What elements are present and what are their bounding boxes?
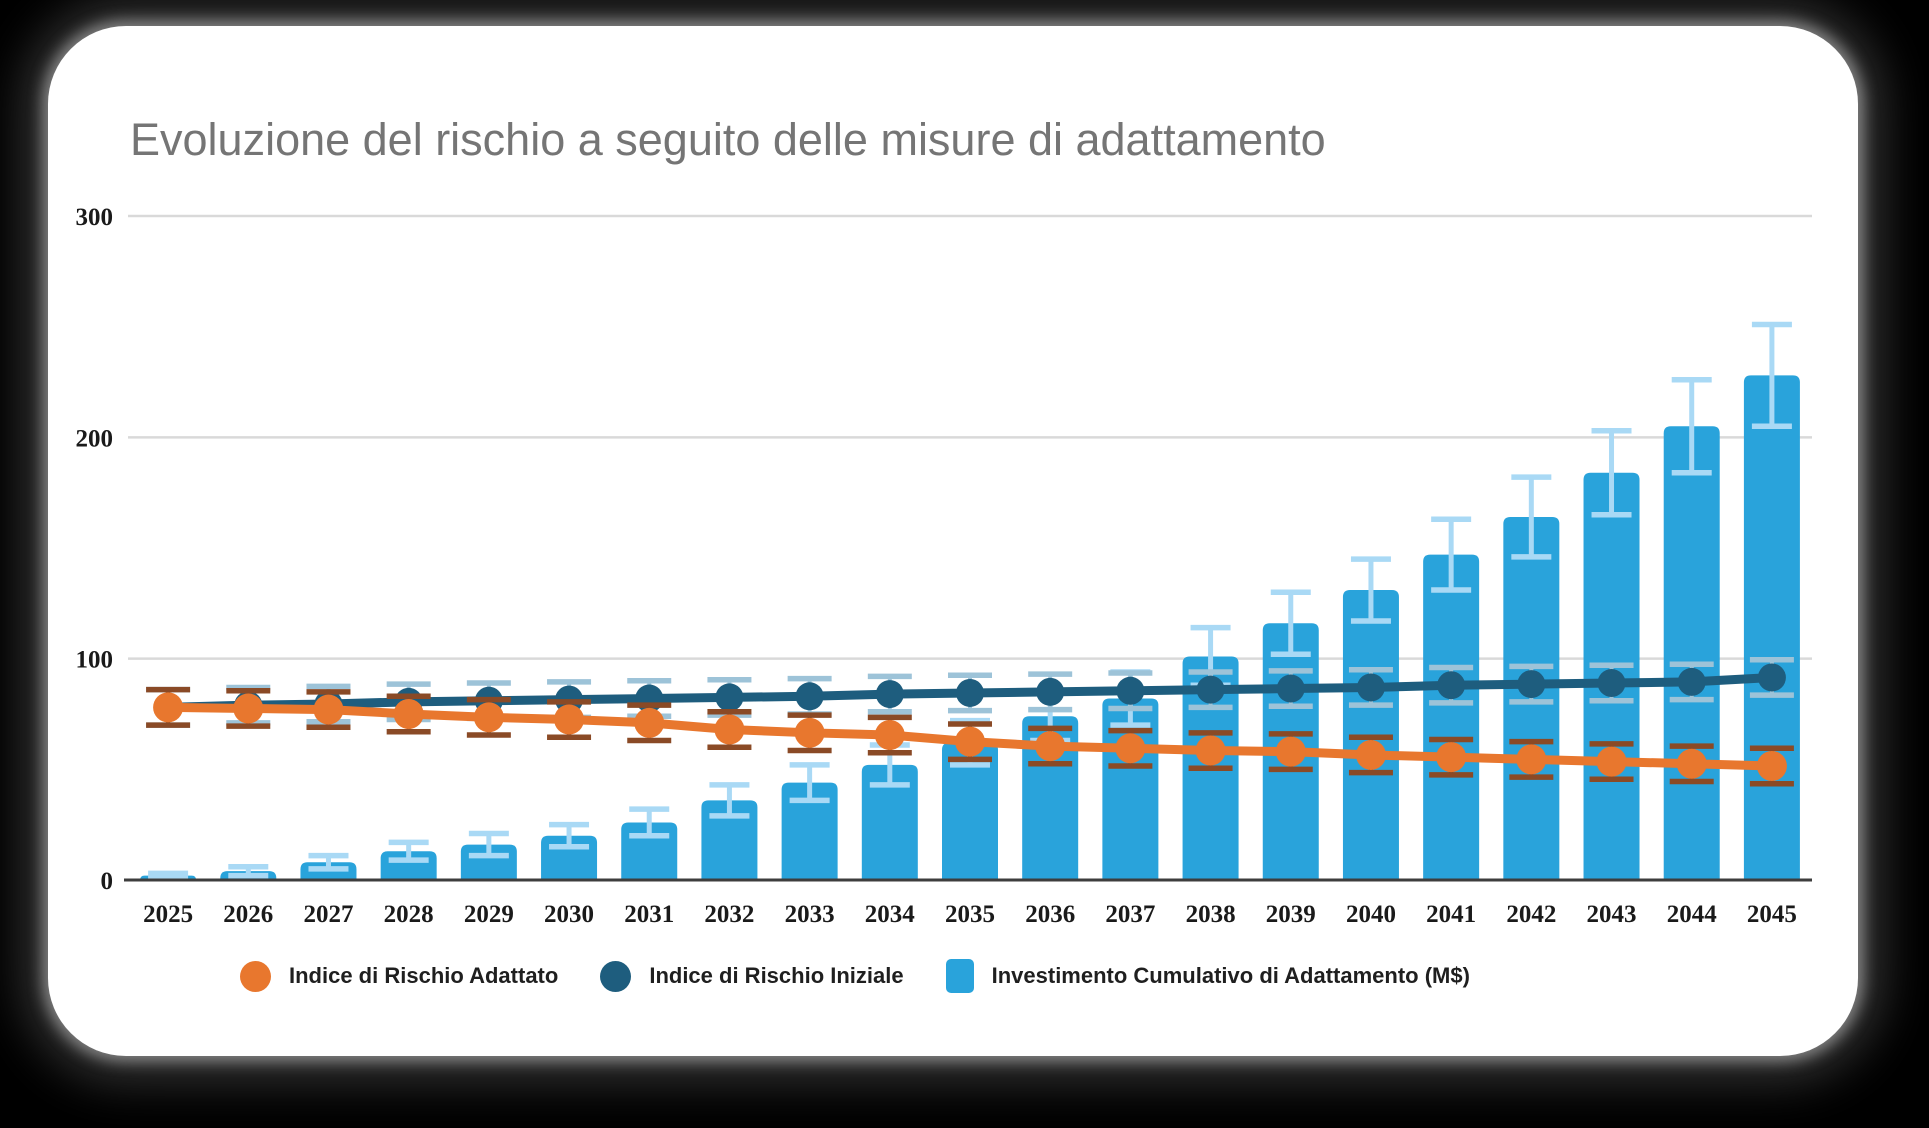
adapted-risk-swatch-icon [240, 960, 271, 992]
legend-label-investment: Investimento Cumulativo di Adattamento (… [991, 963, 1470, 988]
adapted-risk-marker-2033 [794, 717, 825, 748]
y-tick-label-300: 300 [76, 204, 114, 231]
initial-risk-marker-2035 [956, 678, 984, 707]
initial-risk-marker-2032 [715, 683, 744, 712]
bar-2036 [1022, 716, 1079, 880]
x-tick-label-2036: 2036 [1025, 901, 1075, 928]
x-tick-label-2030: 2030 [544, 901, 594, 928]
x-tick-label-2037: 2037 [1105, 901, 1155, 928]
adapted-risk-marker-2026 [233, 693, 264, 724]
x-tick-label-2045: 2045 [1747, 901, 1797, 928]
adapted-risk-marker-2031 [634, 707, 665, 738]
initial-risk-marker-2036 [1036, 677, 1065, 706]
legend-label-adapted-risk: Indice di Rischio Adattato [289, 963, 559, 988]
x-tick-label-2043: 2043 [1587, 901, 1637, 928]
adapted-risk-marker-2029 [473, 702, 504, 733]
adapted-risk-marker-2034 [874, 720, 905, 751]
chart-legend: Indice di Rischio Adattato Indice di Ris… [240, 950, 1470, 1002]
adapted-risk-marker-2045 [1756, 751, 1787, 782]
adapted-risk-marker-2035 [955, 726, 985, 757]
adapted-risk-marker-2028 [393, 699, 424, 729]
initial-risk-marker-2034 [875, 680, 904, 709]
initial-risk-marker-2043 [1597, 669, 1626, 698]
investment-swatch-icon [945, 959, 974, 993]
adapted-risk-marker-2039 [1275, 736, 1306, 767]
x-tick-label-2034: 2034 [865, 901, 916, 928]
legend-item-adapted-risk[interactable]: Indice di Rischio Adattato [240, 960, 559, 992]
bar-2032 [701, 800, 758, 880]
chart-title: Evoluzione del rischio a seguito delle m… [130, 114, 1326, 165]
bar-2034 [861, 764, 918, 880]
adapted-risk-marker-2030 [554, 704, 585, 735]
adapted-risk-marker-2044 [1676, 748, 1707, 779]
initial-risk-marker-2038 [1196, 675, 1225, 704]
x-tick-label-2031: 2031 [624, 901, 674, 928]
bar-2045 [1743, 375, 1800, 880]
x-tick-label-2025: 2025 [143, 901, 193, 928]
x-tick-label-2039: 2039 [1266, 901, 1316, 928]
bar-2044 [1663, 426, 1720, 880]
y-tick-label-0: 0 [101, 868, 114, 895]
x-tick-label-2041: 2041 [1426, 901, 1476, 928]
x-tick-label-2029: 2029 [464, 901, 514, 928]
bar-2033 [781, 782, 838, 880]
adapted-risk-marker-2043 [1596, 746, 1627, 777]
adapted-risk-marker-2042 [1516, 744, 1547, 775]
adapted-risk-marker-2027 [313, 694, 344, 725]
legend-label-initial-risk: Indice di Rischio Iniziale [649, 963, 904, 988]
adapted-risk-marker-2037 [1115, 733, 1146, 764]
y-tick-label-100: 100 [76, 647, 114, 674]
initial-risk-marker-2033 [795, 682, 824, 711]
initial-risk-marker-2037 [1116, 676, 1145, 705]
adapted-risk-marker-2036 [1035, 731, 1066, 762]
adapted-risk-marker-2041 [1436, 742, 1467, 773]
x-tick-label-2044: 2044 [1667, 901, 1718, 928]
initial-risk-marker-2042 [1517, 670, 1546, 699]
initial-risk-marker-2045 [1757, 663, 1786, 692]
adapted-risk-marker-2025 [153, 692, 184, 723]
bar-2041 [1423, 554, 1480, 880]
initial-risk-marker-2041 [1437, 671, 1466, 700]
x-tick-label-2026: 2026 [223, 901, 273, 928]
legend-item-initial-risk[interactable]: Indice di Rischio Iniziale [600, 960, 904, 992]
x-tick-label-2028: 2028 [384, 901, 434, 928]
adapted-risk-marker-2032 [714, 714, 745, 745]
x-tick-label-2038: 2038 [1186, 901, 1236, 928]
initial-risk-marker-2044 [1677, 667, 1706, 696]
x-tick-label-2035: 2035 [945, 901, 995, 928]
adapted-risk-marker-2038 [1195, 735, 1226, 766]
bar-2035 [942, 742, 998, 880]
initial-risk-swatch-icon [600, 960, 632, 992]
adapted-risk-marker-2040 [1355, 739, 1386, 770]
x-tick-label-2040: 2040 [1346, 901, 1396, 928]
y-tick-label-200: 200 [76, 425, 114, 452]
x-tick-label-2027: 2027 [303, 901, 353, 928]
x-tick-label-2042: 2042 [1506, 901, 1556, 928]
legend-item-investment[interactable]: Investimento Cumulativo di Adattamento (… [945, 959, 1470, 993]
initial-risk-marker-2039 [1276, 674, 1305, 703]
x-tick-label-2032: 2032 [704, 901, 754, 928]
x-tick-label-2033: 2033 [785, 901, 835, 928]
initial-risk-marker-2040 [1356, 673, 1385, 702]
